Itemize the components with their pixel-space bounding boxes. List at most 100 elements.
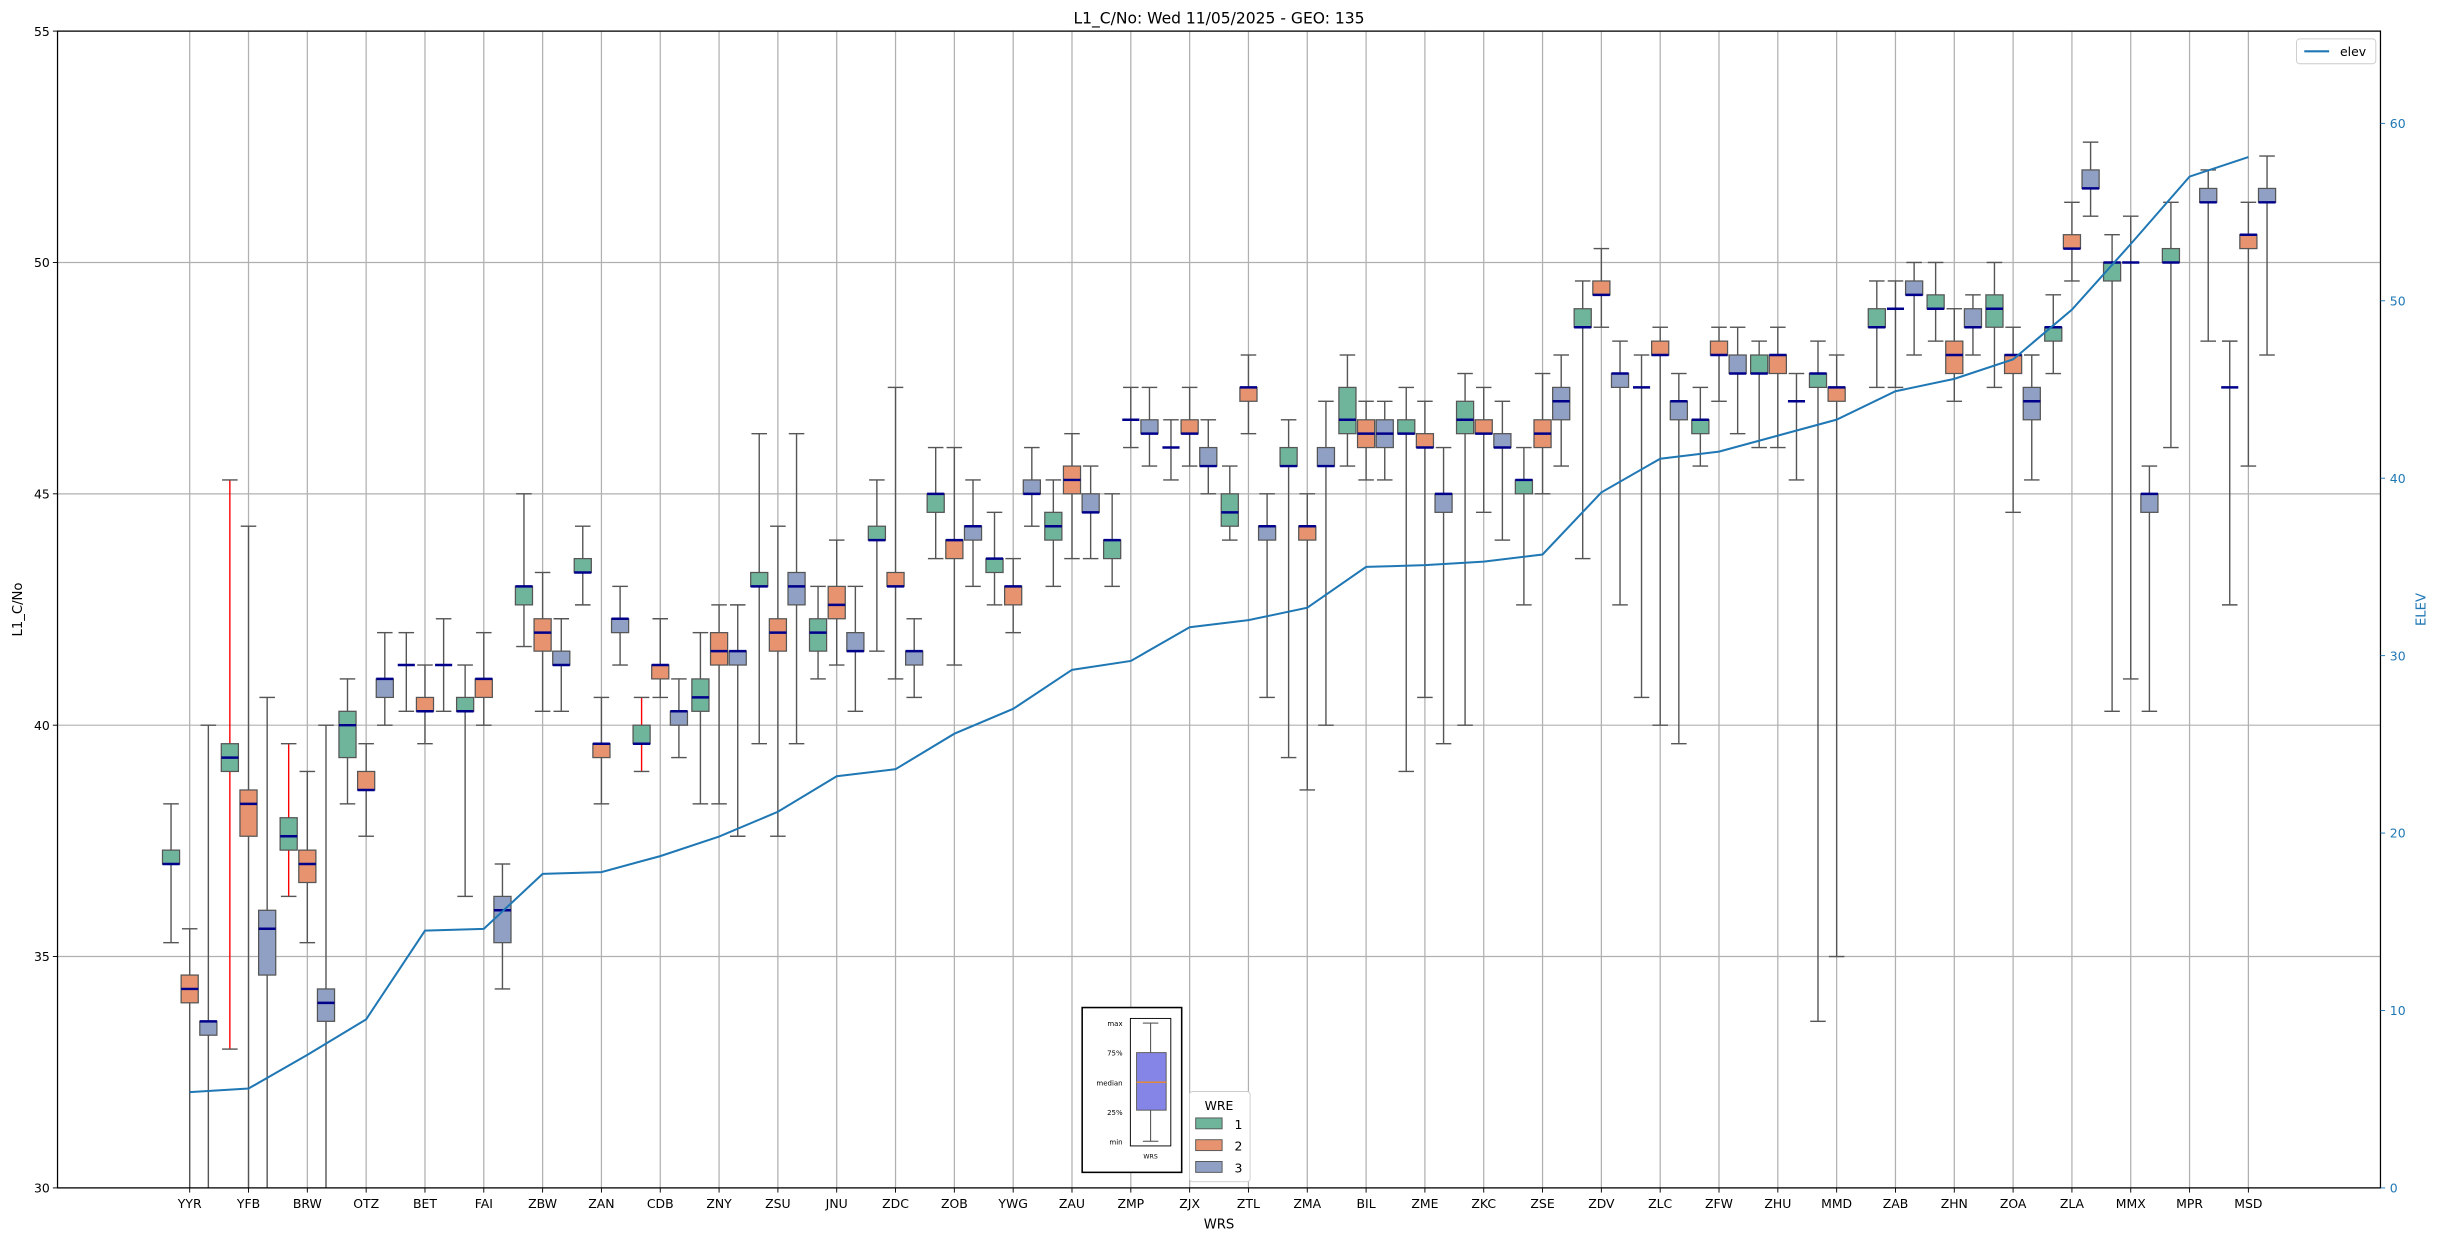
iqr-box xyxy=(1808,372,1828,389)
x-tick-label-zhn: ZHN xyxy=(1941,1196,1968,1211)
iqr-box xyxy=(945,539,964,560)
wre-legend-title: WRE xyxy=(1205,1098,1234,1113)
iqr-box xyxy=(415,696,435,712)
key-label-q3: 75% xyxy=(1107,1050,1123,1058)
iqr-box xyxy=(963,525,983,541)
iqr-box xyxy=(356,770,376,791)
elev-legend: elev xyxy=(2296,38,2377,65)
iqr-box xyxy=(1749,354,1769,375)
iqr-box xyxy=(1514,479,1534,495)
iqr-box xyxy=(1926,294,1945,310)
box-wre3-cdb xyxy=(669,678,689,759)
key-label-min: min xyxy=(1109,1138,1122,1146)
y-tick-label: 55 xyxy=(34,24,50,39)
iqr-box xyxy=(375,678,394,699)
box-wre1-zhn xyxy=(1926,261,1945,342)
box-wre2-bet xyxy=(415,664,435,745)
x-tick-label-zmp: ZMP xyxy=(1117,1196,1144,1211)
box-wre2-ztl xyxy=(1239,354,1258,435)
wre-3-label: 3 xyxy=(1235,1160,1243,1175)
box-wre2-zla xyxy=(2062,201,2082,282)
box-wre2-zmp xyxy=(1122,386,1140,449)
box-wre1-zau xyxy=(1044,479,1063,588)
x-tick-label-zhu: ZHU xyxy=(1764,1196,1791,1211)
iqr-box xyxy=(2140,493,2159,513)
iqr-box xyxy=(1493,433,1512,449)
x-tick-label-yyr: YYR xyxy=(177,1196,202,1211)
x-tick-label-zoa: ZOA xyxy=(2000,1196,2027,1211)
box-wre2-cdb xyxy=(651,618,670,699)
box-wre1-zhu xyxy=(1749,340,1769,449)
iqr-box xyxy=(1140,419,1159,435)
box-wre1-ztl xyxy=(1220,465,1239,541)
iqr-box xyxy=(1220,493,1239,527)
box-wre1-zbw xyxy=(514,493,534,648)
iqr-box xyxy=(2062,234,2082,250)
box-wre3-mpr xyxy=(2199,169,2218,342)
box-wre2-zdv xyxy=(1592,247,1611,328)
iqr-box xyxy=(867,525,887,541)
x-tick-label-zob: ZOB xyxy=(941,1196,968,1211)
iqr-box xyxy=(573,557,592,574)
elev-line-group xyxy=(189,156,2249,1094)
box-wre3-zhu xyxy=(1787,372,1806,481)
box-wre1-zoa xyxy=(1985,261,2004,389)
elev-legend-label: elev xyxy=(2340,44,2366,59)
box-wre3-zab xyxy=(1904,261,1924,356)
iqr-box xyxy=(279,817,298,851)
x-tick-label-zbw: ZBW xyxy=(528,1196,557,1211)
iqr-box xyxy=(750,571,769,587)
x-tick-label-brw: BRW xyxy=(293,1196,322,1211)
iqr-box xyxy=(514,585,534,606)
x-tick-label-zab: ZAB xyxy=(1883,1196,1909,1211)
box-wre2-zny xyxy=(709,604,729,805)
box-wre1-zsu xyxy=(750,432,769,745)
box-wre2-zau xyxy=(1062,432,1082,560)
x-tick-label-mmx: MMX xyxy=(2116,1196,2146,1211)
x-tick-label-zny: ZNY xyxy=(706,1196,732,1211)
box-wre3-zla xyxy=(2081,141,2100,217)
elev-line xyxy=(189,156,2249,1094)
wre-2-swatch xyxy=(1195,1139,1223,1152)
box-wre2-brw xyxy=(298,770,317,944)
box-wre3-zdc xyxy=(905,618,924,699)
box-wre2-zob xyxy=(945,446,964,666)
box-wre2-zsu xyxy=(768,525,788,837)
iqr-box xyxy=(257,909,277,976)
box-wre1-zse xyxy=(1514,446,1534,606)
box-wre3-msd xyxy=(2257,155,2277,356)
box-wre3-zsu xyxy=(787,432,806,745)
box-wre1-zkc xyxy=(1455,372,1475,726)
box-plots xyxy=(161,141,2277,1188)
iqr-box xyxy=(1867,308,1886,328)
box-wre1-yyr xyxy=(161,803,181,944)
iqr-box xyxy=(669,710,689,726)
box-wre3-zme xyxy=(1434,446,1453,745)
box-wre3-zny xyxy=(728,604,747,837)
iqr-box xyxy=(1610,372,1630,389)
iqr-box xyxy=(2022,386,2041,421)
iqr-box xyxy=(827,585,846,620)
iqr-box xyxy=(1827,386,1846,402)
box-wre1-yfb xyxy=(220,479,240,1050)
box-wre1-zan xyxy=(573,525,592,606)
box-wre2-yyr xyxy=(180,928,199,1188)
key-xlabel: WRS xyxy=(1143,1153,1157,1160)
iqr-box xyxy=(1022,479,1042,495)
wre-3-swatch xyxy=(1195,1161,1223,1173)
wre-1-label: 1 xyxy=(1235,1117,1243,1132)
box-wre2-zse xyxy=(1533,372,1552,495)
iqr-box xyxy=(1592,280,1611,296)
iqr-box xyxy=(1257,525,1277,541)
iqr-box xyxy=(768,618,788,652)
box-wre1-fai xyxy=(455,664,475,898)
iqr-box xyxy=(533,618,552,652)
plot-frame xyxy=(56,30,2382,1189)
x-tick-label-zma: ZMA xyxy=(1293,1196,1321,1211)
x-tick-label-ywg: YWG xyxy=(997,1196,1028,1211)
box-wre1-mmd xyxy=(1808,340,1828,1023)
x-tick-label-zme: ZME xyxy=(1411,1196,1438,1211)
x-tick-label-bil: BIL xyxy=(1357,1196,1376,1211)
box-wre2-mmd xyxy=(1827,354,1846,958)
iqr-box xyxy=(199,1020,218,1036)
